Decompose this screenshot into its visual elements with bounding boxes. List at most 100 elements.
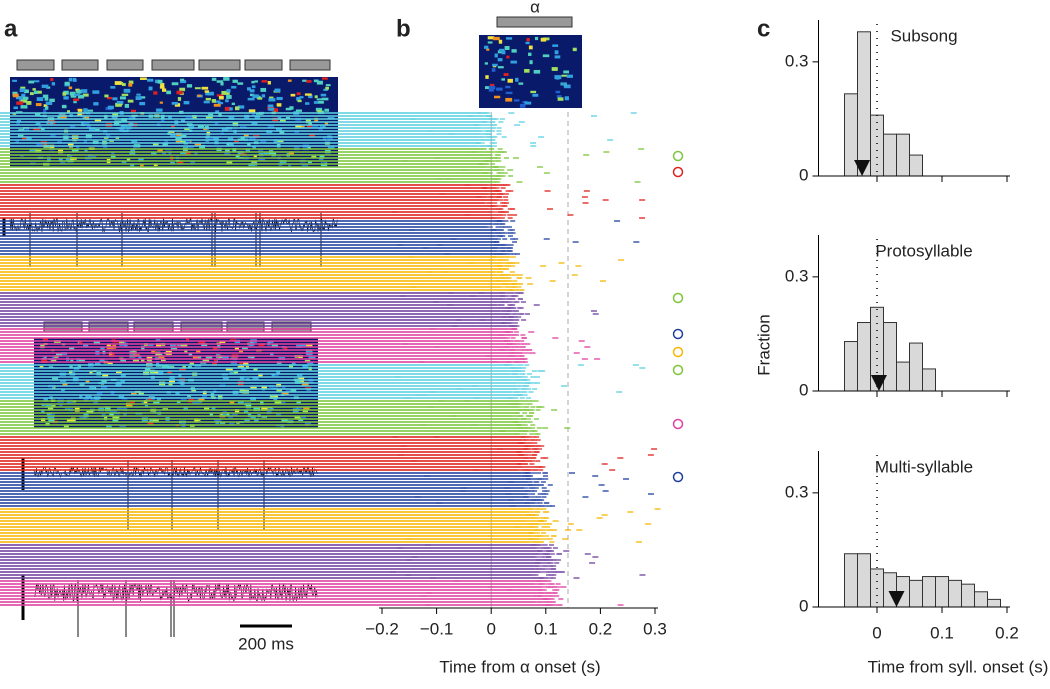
spectrogram-cell [46, 412, 53, 416]
spectrogram-cell [251, 113, 256, 117]
spectrogram-cell [76, 146, 80, 150]
spectrogram-cell [194, 151, 198, 155]
spectrogram-cell [561, 82, 566, 85]
spectrogram-cell [268, 107, 276, 111]
spectrogram-cell [316, 98, 323, 101]
spectrogram-cell [247, 97, 255, 101]
spectrogram-cell [153, 370, 159, 374]
spectrogram-cell [123, 88, 131, 93]
spectrogram-cell [15, 96, 22, 100]
spectrogram-cell [249, 137, 256, 141]
spectrogram-cell [36, 143, 43, 147]
spectrogram-cell [131, 139, 138, 143]
spectrogram-cell [153, 91, 158, 95]
spectrogram-cell [116, 407, 123, 411]
spectrogram-cell [182, 365, 186, 368]
spectrogram-cell [83, 121, 90, 125]
syllable-bar [496, 16, 573, 28]
spectrogram-cell [120, 373, 126, 378]
spectrogram-cell [252, 94, 259, 98]
spectrogram-cell [107, 361, 113, 365]
spectrogram-cell [33, 80, 40, 83]
spectrogram-cell [238, 350, 243, 353]
cluster-marker [672, 166, 684, 178]
spectrogram-cell [564, 96, 569, 101]
spectrogram-cell [70, 94, 77, 98]
spectrogram-cell [205, 139, 210, 142]
spectrogram-cell [101, 379, 107, 383]
spectrogram-cell [494, 95, 501, 99]
spectrogram-cell [24, 128, 29, 131]
spectrogram-cell [254, 80, 258, 83]
spectrogram-cell [191, 389, 197, 393]
spectrogram-cell [179, 368, 186, 372]
spectrogram-cell [71, 148, 79, 153]
spectrogram-cell [231, 102, 235, 106]
spectrogram-cell [170, 133, 176, 138]
spectrogram-cell [222, 356, 229, 361]
spectrogram-cell [136, 93, 141, 96]
spectrogram-cell [15, 140, 19, 143]
spectrogram-cell [79, 416, 87, 420]
spectrogram-cell [186, 84, 193, 88]
spectrogram-cell [243, 362, 249, 366]
spectrogram-cell [271, 344, 278, 348]
spectrogram-cell [234, 347, 239, 351]
spectrogram-cell [253, 407, 261, 412]
spectrogram-cell [257, 148, 264, 152]
spectrogram-cell [322, 136, 327, 140]
cluster-marker [672, 292, 684, 304]
spectrogram-cell [491, 68, 496, 72]
spectrogram-cell [40, 128, 45, 131]
spectrogram-cell [296, 96, 301, 101]
spectrogram-cell [313, 101, 319, 104]
panel-label: c [757, 15, 770, 42]
spectrogram-cell [197, 94, 201, 97]
spectrogram-cell [175, 137, 182, 141]
spectrogram-cell [23, 89, 29, 94]
spectrogram-cell [260, 139, 267, 144]
spectrogram-cell [188, 125, 195, 129]
histogram-title: Multi-syllable [875, 457, 973, 476]
spectrogram-cell [554, 75, 562, 80]
spectrogram-cell [73, 101, 77, 104]
spectrogram-cell [147, 397, 152, 401]
spectrogram-cell [185, 338, 190, 341]
spectrogram-cell [493, 36, 500, 41]
spectrogram-cell [308, 355, 316, 359]
spectrogram-cell [251, 161, 257, 164]
spectrogram-cell [281, 386, 286, 390]
median-marker [870, 375, 887, 391]
spectrogram-cell [243, 409, 249, 413]
spectrogram-cell [79, 394, 83, 399]
panel-b: α −0.2 −0.1 0 0.1 0.2 0.3 Time from α onset (s) [0, 0, 684, 676]
spectrogram-cell [505, 37, 513, 40]
spectrogram-cell [205, 97, 211, 101]
spectrogram-cell [241, 368, 247, 372]
cluster-marker [672, 150, 684, 162]
spectrogram-cell [304, 359, 311, 363]
spectrogram-cell [12, 93, 19, 98]
spectrogram-cell [130, 400, 135, 404]
spectrogram-cell [561, 74, 568, 77]
spectrogram-cell [211, 77, 217, 81]
spectrogram-cell [249, 89, 255, 93]
y-tick-label: 0 [799, 596, 808, 615]
spectrogram-cell [104, 94, 109, 98]
spectrogram-cell [485, 75, 489, 79]
spectrogram-cell [106, 343, 111, 347]
spectrogram-cell [285, 107, 292, 111]
spectrogram-cell [556, 95, 562, 98]
spectrogram-cell [121, 83, 126, 87]
spectrogram-cell [525, 41, 530, 45]
spectrogram-cell [167, 370, 172, 374]
spectrogram-cell [33, 90, 38, 95]
spectrogram-cell [273, 108, 279, 113]
spectrogram-cell [325, 86, 329, 90]
spectrogram-cell [50, 405, 56, 408]
x-tick-label: 0.2 [589, 619, 613, 638]
spectrogram-cell [232, 148, 237, 152]
spectrogram-cell [276, 412, 282, 416]
spectrogram-cell [250, 386, 257, 390]
spectrogram-cell [234, 409, 240, 413]
